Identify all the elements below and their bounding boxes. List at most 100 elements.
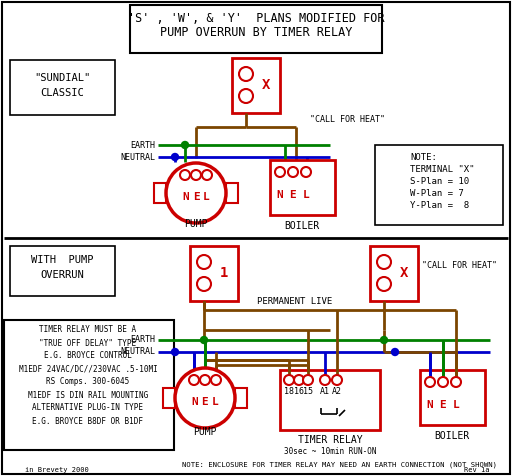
Text: E: E: [202, 397, 208, 407]
Text: WITH  PUMP: WITH PUMP: [31, 255, 93, 265]
Bar: [163, 388, 175, 408]
Text: E: E: [290, 190, 296, 200]
Bar: [4, 320, 174, 450]
Text: X: X: [262, 78, 270, 92]
Bar: [154, 183, 166, 203]
Text: CLASSIC: CLASSIC: [40, 88, 84, 98]
Text: 15: 15: [303, 387, 313, 397]
Circle shape: [320, 375, 330, 385]
Circle shape: [189, 375, 199, 385]
Text: BOILER: BOILER: [284, 221, 319, 231]
Circle shape: [202, 170, 212, 180]
Text: L: L: [453, 400, 459, 410]
Text: NEUTRAL: NEUTRAL: [120, 347, 155, 357]
Text: EARTH: EARTH: [130, 336, 155, 345]
Text: OVERRUN: OVERRUN: [40, 270, 84, 280]
Bar: [280, 370, 380, 430]
Text: Rev 1a: Rev 1a: [464, 467, 490, 473]
Circle shape: [438, 377, 448, 387]
Text: M1EDF 24VAC/DC//230VAC .5-10MI: M1EDF 24VAC/DC//230VAC .5-10MI: [18, 365, 157, 374]
Circle shape: [288, 167, 298, 177]
Circle shape: [239, 67, 253, 81]
Text: EARTH: EARTH: [130, 140, 155, 149]
Bar: [226, 183, 238, 203]
Bar: [10, 60, 115, 115]
Text: X: X: [400, 266, 408, 280]
Bar: [420, 370, 485, 425]
Text: TIMER RELAY MUST BE A: TIMER RELAY MUST BE A: [39, 326, 137, 335]
Text: "SUNDIAL": "SUNDIAL": [34, 73, 90, 83]
Text: 16: 16: [294, 387, 304, 397]
Bar: [10, 246, 115, 296]
Text: TERMINAL "X": TERMINAL "X": [410, 166, 475, 175]
Circle shape: [294, 375, 304, 385]
Circle shape: [303, 375, 313, 385]
Circle shape: [284, 375, 294, 385]
Text: W-Plan = 7: W-Plan = 7: [410, 189, 464, 198]
Bar: [270, 160, 335, 215]
Circle shape: [239, 89, 253, 103]
Bar: [375, 145, 503, 225]
Circle shape: [377, 255, 391, 269]
Text: ALTERNATIVE PLUG-IN TYPE: ALTERNATIVE PLUG-IN TYPE: [32, 404, 143, 413]
Circle shape: [392, 348, 398, 356]
Text: A1: A1: [320, 387, 330, 397]
Circle shape: [180, 170, 190, 180]
Circle shape: [191, 170, 201, 180]
Text: 1: 1: [220, 266, 228, 280]
Circle shape: [275, 167, 285, 177]
Bar: [190, 246, 238, 301]
Text: NOTE: ENCLOSURE FOR TIMER RELAY MAY NEED AN EARTH CONNECTION (NOT SHOWN): NOTE: ENCLOSURE FOR TIMER RELAY MAY NEED…: [182, 462, 498, 468]
Text: BOILER: BOILER: [434, 431, 470, 441]
Circle shape: [197, 255, 211, 269]
Text: E: E: [193, 192, 199, 202]
Text: "CALL FOR HEAT": "CALL FOR HEAT": [310, 116, 385, 125]
Text: Y-Plan =  8: Y-Plan = 8: [410, 201, 469, 210]
Text: RS Comps. 300-6045: RS Comps. 300-6045: [47, 377, 130, 387]
Text: "CALL FOR HEAT": "CALL FOR HEAT": [422, 261, 497, 270]
Circle shape: [181, 141, 188, 149]
Circle shape: [451, 377, 461, 387]
Bar: [370, 246, 418, 301]
Text: N: N: [183, 192, 189, 202]
Text: L: L: [203, 192, 209, 202]
Text: N: N: [191, 397, 198, 407]
Text: M1EDF IS DIN RAIL MOUNTING: M1EDF IS DIN RAIL MOUNTING: [28, 390, 148, 399]
Bar: [130, 5, 382, 53]
Circle shape: [211, 375, 221, 385]
Circle shape: [425, 377, 435, 387]
Circle shape: [332, 375, 342, 385]
Text: 'S' , 'W', & 'Y'  PLANS MODIFIED FOR: 'S' , 'W', & 'Y' PLANS MODIFIED FOR: [128, 11, 384, 24]
Circle shape: [175, 368, 235, 428]
Text: PUMP: PUMP: [193, 427, 217, 437]
Circle shape: [200, 375, 210, 385]
Text: N: N: [426, 400, 433, 410]
Text: E: E: [440, 400, 446, 410]
Text: A2: A2: [332, 387, 342, 397]
Circle shape: [201, 337, 207, 344]
Text: NOTE:: NOTE:: [410, 153, 437, 162]
Text: E.G. BROYCE B8DF OR B1DF: E.G. BROYCE B8DF OR B1DF: [32, 416, 143, 426]
Text: PUMP OVERRUN BY TIMER RELAY: PUMP OVERRUN BY TIMER RELAY: [160, 26, 352, 39]
Text: PERMANENT LIVE: PERMANENT LIVE: [258, 298, 333, 307]
Text: PUMP: PUMP: [184, 219, 208, 229]
Circle shape: [166, 163, 226, 223]
Text: 18: 18: [284, 387, 294, 397]
Text: S-Plan = 10: S-Plan = 10: [410, 178, 469, 187]
Bar: [232, 58, 280, 113]
Bar: [235, 388, 247, 408]
Circle shape: [172, 153, 179, 160]
Text: N: N: [276, 190, 283, 200]
Circle shape: [197, 277, 211, 291]
Text: E.G. BROYCE CONTROL: E.G. BROYCE CONTROL: [44, 351, 132, 360]
Circle shape: [380, 337, 388, 344]
Circle shape: [301, 167, 311, 177]
Text: L: L: [303, 190, 309, 200]
Text: 30sec ~ 10min RUN-ON: 30sec ~ 10min RUN-ON: [284, 447, 376, 456]
Circle shape: [172, 348, 179, 356]
Circle shape: [377, 277, 391, 291]
Text: "TRUE OFF DELAY" TYPE: "TRUE OFF DELAY" TYPE: [39, 338, 137, 347]
Text: TIMER RELAY: TIMER RELAY: [297, 435, 362, 445]
Text: L: L: [211, 397, 219, 407]
Text: in Brevety 2000: in Brevety 2000: [25, 467, 89, 473]
